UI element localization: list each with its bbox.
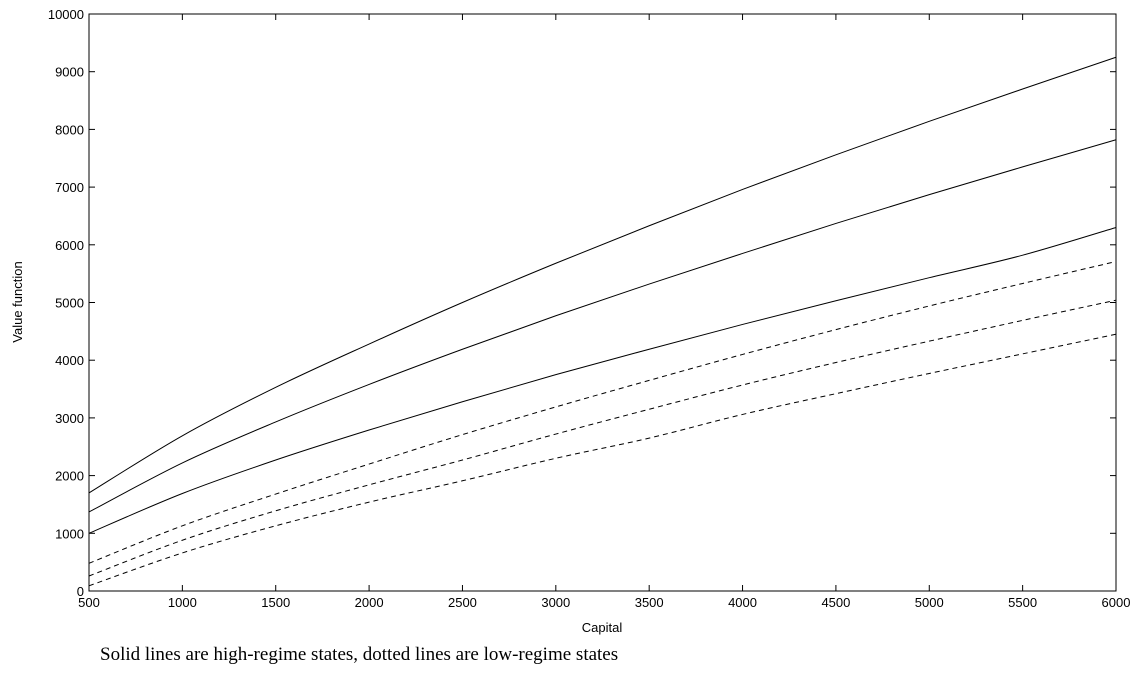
x-tick-label: 4000 [728, 595, 757, 610]
low-regime-line-6 [88, 333, 1117, 587]
x-tick-label: 3500 [635, 595, 664, 610]
x-tick-label: 3000 [541, 595, 570, 610]
series-group [88, 56, 1117, 587]
x-tick-label: 2000 [355, 595, 384, 610]
axis-ticks: 500 1000 1500 2000 2500 3000 3500 4000 4500 5000 5… [48, 7, 1131, 610]
y-tick-label: 7000 [55, 180, 84, 195]
y-tick-label: 9000 [55, 65, 84, 80]
x-tick-label: 2500 [448, 595, 477, 610]
x-axis-label: Capital [582, 620, 623, 635]
x-tick-label: 5000 [915, 595, 944, 610]
y-tick-label: 1000 [55, 526, 84, 541]
figure-caption: Solid lines are high-regime states, dott… [100, 644, 619, 665]
x-tick-label: 1000 [168, 595, 197, 610]
y-tick-label: 0 [77, 584, 84, 599]
y-tick-label: 2000 [55, 469, 84, 484]
high-regime-line-3 [88, 227, 1117, 534]
y-axis-label: Value function [10, 261, 25, 342]
x-tick-label: 4500 [821, 595, 850, 610]
low-regime-line-4 [88, 261, 1117, 564]
x-tick-label: 6000 [1102, 595, 1131, 610]
y-tick-label: 4000 [55, 353, 84, 368]
x-tick-label: 500 [78, 595, 100, 610]
x-tick-label: 1500 [261, 595, 290, 610]
y-tick-label: 6000 [55, 238, 84, 253]
y-tick-label: 5000 [55, 296, 84, 311]
y-tick-label: 10000 [48, 7, 84, 22]
low-regime-line-5 [88, 299, 1117, 577]
y-tick-label: 8000 [55, 122, 84, 137]
y-tick-label: 3000 [55, 411, 84, 426]
x-tick-label: 5500 [1008, 595, 1037, 610]
high-regime-line-1 [88, 56, 1117, 494]
high-regime-line-2 [88, 139, 1117, 513]
